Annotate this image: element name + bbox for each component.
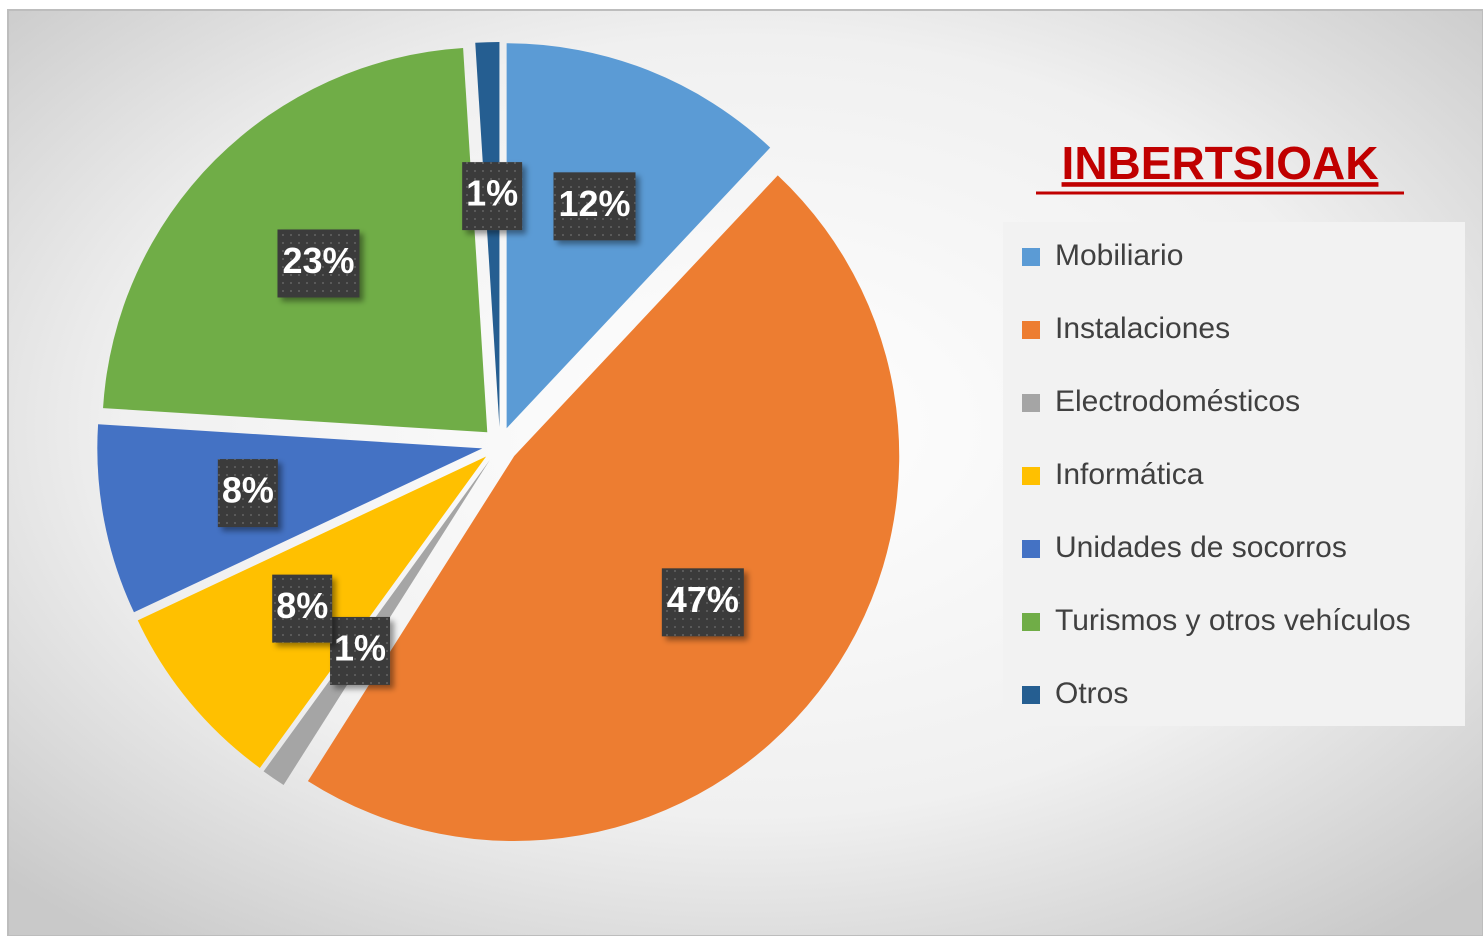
data-label-box: [217, 459, 278, 528]
pie-slice: [506, 43, 771, 429]
data-label: 12%: [558, 183, 630, 224]
legend-swatch: [1022, 394, 1040, 412]
legend-label: Informática: [1055, 458, 1204, 491]
legend-swatch: [1022, 321, 1040, 339]
pie-slice: [97, 424, 483, 613]
data-label-box: [553, 172, 636, 241]
data-label-box: [277, 229, 360, 298]
legend: Mobiliario Instalaciones Electrodomésticos…: [1022, 239, 1411, 710]
chart-title: INBERTSIOAK: [1062, 137, 1379, 189]
legend-label: Otros: [1055, 677, 1128, 710]
legend-swatch: [1022, 686, 1040, 704]
data-label: 1%: [334, 627, 386, 668]
data-label: 23%: [282, 240, 354, 281]
legend-label: Mobiliario: [1055, 239, 1183, 272]
data-label: 8%: [222, 470, 274, 511]
legend-label: Electrodomésticos: [1055, 385, 1300, 418]
data-label-box: [661, 568, 744, 637]
legend-swatch: [1022, 613, 1040, 631]
data-label: 47%: [667, 579, 739, 620]
data-label-box: [330, 616, 391, 685]
pie-slice: [307, 175, 900, 842]
legend-swatch: [1022, 467, 1040, 485]
legend-label: Unidades de socorros: [1055, 531, 1347, 564]
data-labels: 12%47%1%8%8%23%1%: [217, 162, 744, 685]
data-label-box: [462, 162, 523, 231]
legend-label: Turismos y otros vehículos: [1055, 604, 1411, 637]
data-label: 8%: [276, 585, 328, 626]
data-label: 1%: [466, 173, 518, 214]
legend-box: [1003, 222, 1465, 726]
legend-swatch: [1022, 248, 1040, 266]
pie-slice: [475, 42, 500, 428]
legend-swatch: [1022, 540, 1040, 558]
data-label-box: [272, 574, 333, 643]
legend-label: Instalaciones: [1055, 312, 1230, 345]
